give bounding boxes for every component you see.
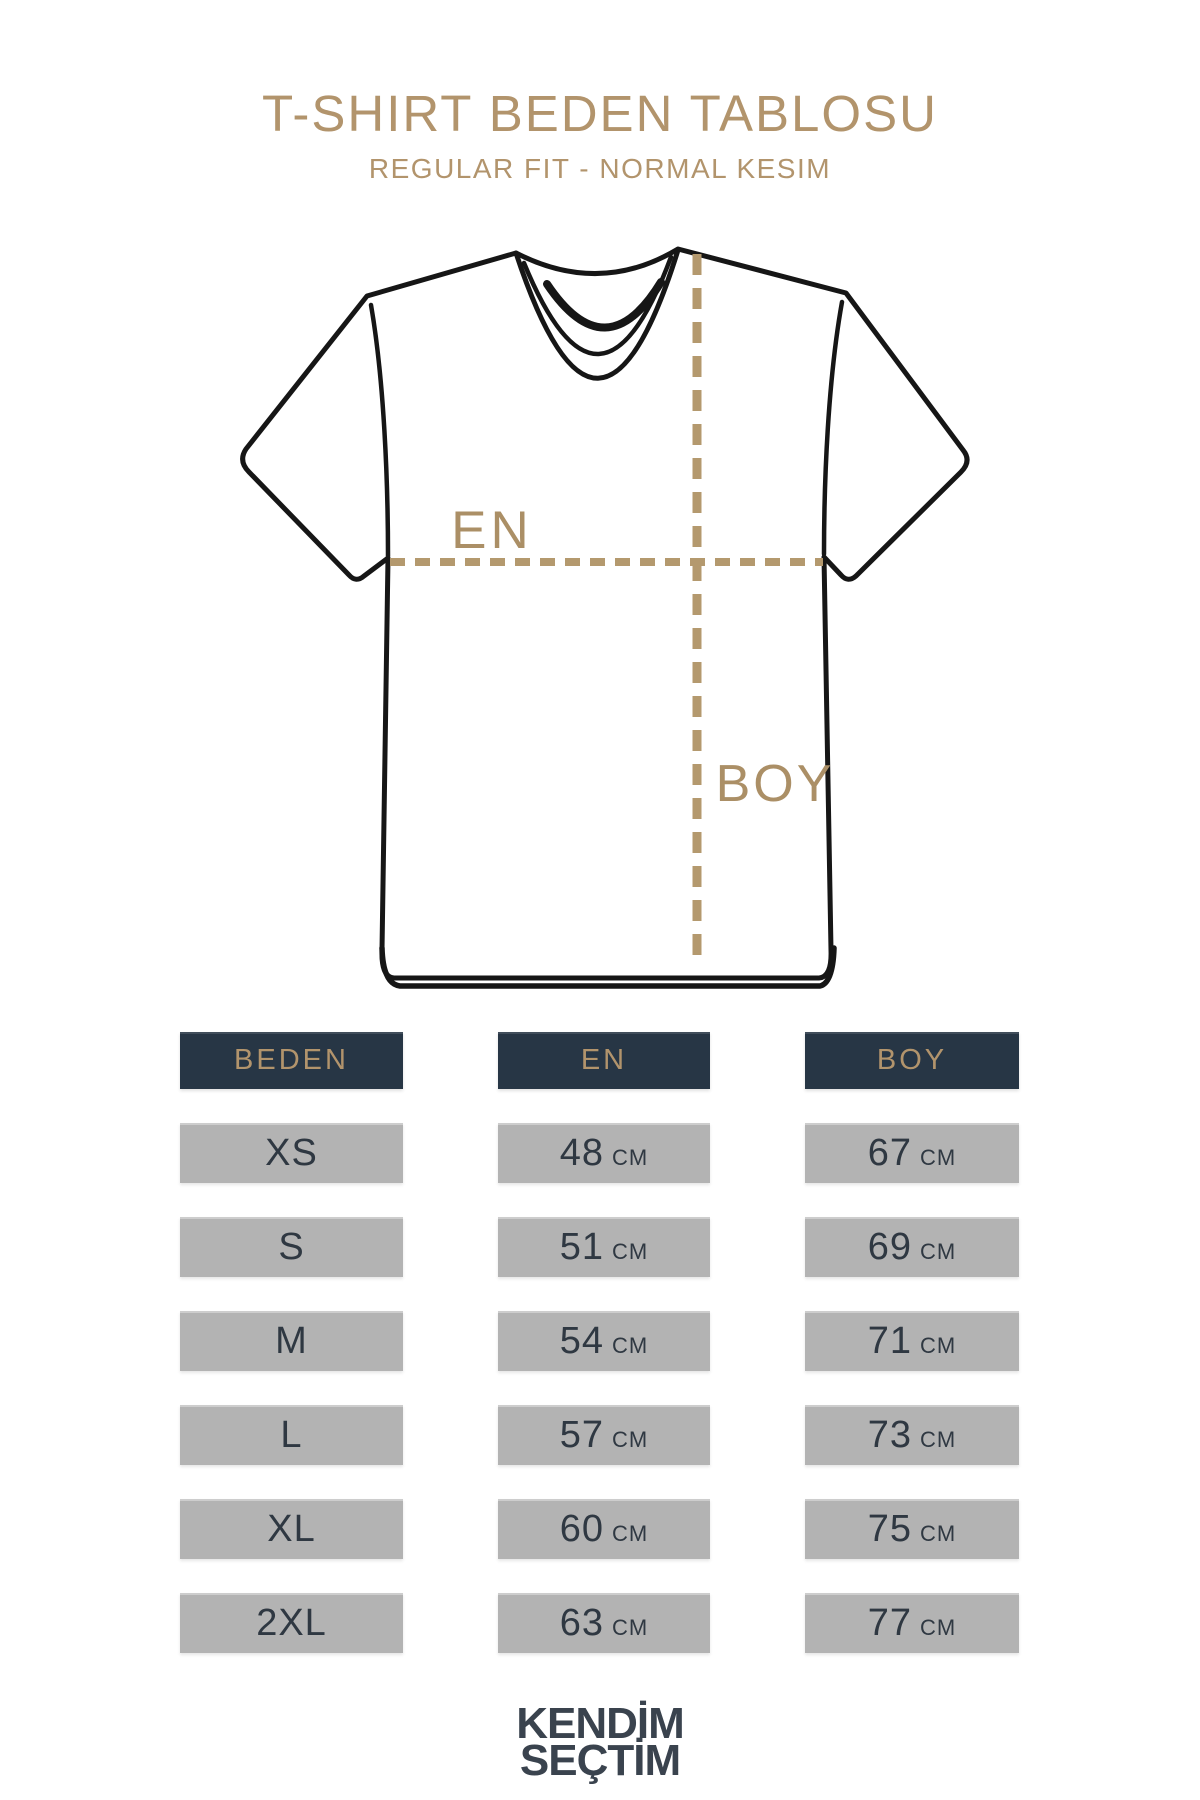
en-value: 63 [559, 1602, 605, 1644]
en-value: 57 [559, 1414, 605, 1456]
en-value-cell: 63 CM [498, 1593, 710, 1653]
size-cell: S [180, 1217, 403, 1277]
boy-value-cell: 69 CM [805, 1217, 1019, 1277]
unit-label: CM [920, 1239, 957, 1264]
boy-value: 69 [867, 1226, 913, 1268]
en-value-cell: 51 CM [498, 1217, 710, 1277]
en-value: 60 [559, 1508, 605, 1550]
boy-value: 67 [867, 1132, 913, 1174]
collar-rib-arc [543, 278, 665, 332]
en-value: 48 [559, 1132, 605, 1174]
size-cell: XL [180, 1499, 403, 1559]
size-cell: XS [180, 1123, 403, 1183]
unit-label: CM [612, 1615, 649, 1640]
en-value: 54 [559, 1320, 605, 1362]
boy-value-cell: 73 CM [805, 1405, 1019, 1465]
unit-label: CM [612, 1333, 649, 1358]
tshirt-outline [240, 246, 970, 981]
length-label: BOY [716, 755, 835, 813]
en-value-cell: 48 CM [498, 1123, 710, 1183]
en-value-cell: 57 CM [498, 1405, 710, 1465]
boy-value-cell: 77 CM [805, 1593, 1019, 1653]
en-value-cell: 60 CM [498, 1499, 710, 1559]
col-header-boy: BOY [805, 1032, 1019, 1089]
page-title: T-SHIRT BEDEN TABLOSU [262, 85, 938, 142]
unit-label: CM [920, 1521, 957, 1546]
brand-logo-line1: KENDİM [516, 1699, 685, 1748]
boy-value: 71 [867, 1320, 913, 1362]
unit-label: CM [612, 1239, 649, 1264]
unit-label: CM [920, 1145, 957, 1170]
col-header-en: EN [498, 1032, 710, 1089]
armhole-seam-left [368, 302, 391, 559]
size-cell: M [180, 1311, 403, 1371]
brand-logo: KENDİM SEÇTİM [0, 1699, 1200, 1785]
boy-value-cell: 75 CM [805, 1499, 1019, 1559]
unit-label: CM [920, 1333, 957, 1358]
unit-label: CM [920, 1615, 957, 1640]
size-cell: L [180, 1405, 403, 1465]
boy-value-cell: 71 CM [805, 1311, 1019, 1371]
width-label: EN [451, 501, 533, 560]
hem-shadow-line [379, 945, 837, 989]
boy-value-cell: 67 CM [805, 1123, 1019, 1183]
boy-value: 75 [867, 1508, 913, 1550]
page-subtitle: REGULAR FIT - NORMAL KESIM [368, 153, 832, 184]
unit-label: CM [612, 1427, 649, 1452]
size-table: BEDEN EN BOY XS 48 CM 67 CM S 51 CM 69 CM M … [180, 1032, 1019, 1653]
en-value-cell: 54 CM [498, 1311, 710, 1371]
boy-value: 77 [867, 1602, 913, 1644]
en-value: 51 [559, 1226, 605, 1268]
col-header-beden: BEDEN [180, 1032, 403, 1089]
unit-label: CM [612, 1521, 649, 1546]
collar-outer-arc [513, 247, 681, 381]
unit-label: CM [612, 1145, 649, 1170]
armhole-seam-right [821, 299, 845, 557]
unit-label: CM [920, 1427, 957, 1452]
boy-value: 73 [867, 1414, 913, 1456]
tshirt-diagram: EN BOY [240, 246, 970, 989]
size-cell: 2XL [180, 1593, 403, 1653]
brand-logo-line2: SEÇTİM [519, 1736, 681, 1785]
